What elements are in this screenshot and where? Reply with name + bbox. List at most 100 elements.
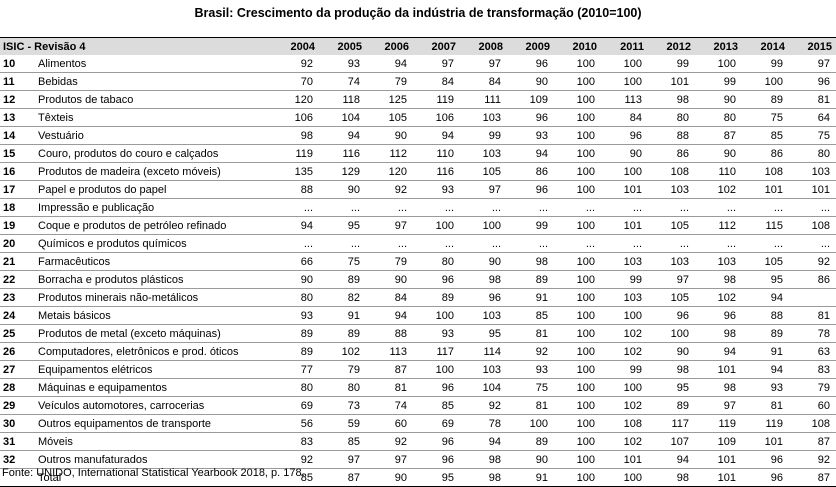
isic-code: 27 bbox=[3, 363, 16, 376]
value-cell: ... bbox=[444, 201, 455, 214]
value-cell: 100 bbox=[576, 57, 596, 70]
value-cell: 85 bbox=[535, 309, 549, 322]
value-cell: 98 bbox=[676, 93, 690, 106]
year-header: 2012 bbox=[666, 40, 692, 53]
industry-name: Químicos e produtos químicos bbox=[38, 237, 187, 250]
value-cell: 86 bbox=[676, 147, 690, 160]
year-header: 2004 bbox=[290, 40, 316, 53]
value-cell: 100 bbox=[435, 219, 455, 232]
value-cell: 114 bbox=[483, 345, 502, 358]
value-cell: 93 bbox=[300, 309, 314, 322]
value-cell: 100 bbox=[576, 363, 596, 376]
value-cell: 96 bbox=[770, 471, 784, 484]
value-cell: 92 bbox=[817, 255, 831, 268]
value-cell: 97 bbox=[488, 183, 502, 196]
value-cell: 60 bbox=[394, 417, 408, 430]
value-cell: 100 bbox=[576, 93, 596, 106]
value-cell: 88 bbox=[676, 129, 690, 142]
value-cell: 95 bbox=[441, 471, 455, 484]
value-cell: 78 bbox=[488, 417, 502, 430]
isic-code: 29 bbox=[3, 399, 16, 412]
table-row: 25 Produtos de metal (exceto máquinas) 89 8… bbox=[0, 324, 836, 343]
value-cell: 85 bbox=[770, 129, 784, 142]
value-cell: 91 bbox=[535, 471, 549, 484]
value-cell: 87 bbox=[817, 435, 831, 448]
value-cell: 84 bbox=[394, 291, 408, 304]
value-cell: 100 bbox=[623, 381, 643, 394]
value-cell: 98 bbox=[535, 255, 549, 268]
value-cell: 69 bbox=[300, 399, 314, 412]
value-cell: 86 bbox=[535, 165, 549, 178]
industry-name: Produtos minerais não-metálicos bbox=[38, 291, 199, 304]
value-cell: 96 bbox=[676, 309, 690, 322]
isic-code: 31 bbox=[3, 435, 16, 448]
value-cell: 81 bbox=[535, 327, 549, 340]
value-cell: 63 bbox=[817, 345, 831, 358]
value-cell: 100 bbox=[576, 111, 596, 124]
value-cell: 96 bbox=[441, 273, 455, 286]
value-cell: 96 bbox=[535, 183, 549, 196]
value-cell: 97 bbox=[817, 57, 831, 70]
value-cell: 100 bbox=[670, 327, 690, 340]
value-cell: 119 bbox=[765, 417, 784, 430]
value-cell: 93 bbox=[441, 183, 455, 196]
value-cell: 100 bbox=[576, 75, 596, 88]
value-cell: 117 bbox=[436, 345, 455, 358]
value-cell: 105 bbox=[764, 255, 784, 268]
isic-code: 20 bbox=[3, 237, 16, 250]
value-cell: 119 bbox=[295, 147, 314, 160]
value-cell: 101 bbox=[811, 183, 831, 196]
value-cell: 117 bbox=[671, 417, 690, 430]
industry-name: Farmacêuticos bbox=[38, 255, 111, 268]
industry-name: Máquinas e equipamentos bbox=[38, 381, 168, 394]
value-cell: ... bbox=[773, 201, 784, 214]
table-row: 27 Equipamentos elétricos 77 79 87 100 103 93 10… bbox=[0, 360, 836, 379]
value-cell: 135 bbox=[294, 165, 314, 178]
value-cell: 108 bbox=[670, 165, 690, 178]
value-cell: 118 bbox=[342, 93, 361, 106]
isic-code: 25 bbox=[3, 327, 16, 340]
value-cell: 100 bbox=[529, 417, 549, 430]
value-cell: 103 bbox=[482, 309, 502, 322]
value-cell bbox=[789, 289, 836, 307]
value-cell: 93 bbox=[347, 57, 361, 70]
value-cell: 100 bbox=[623, 471, 643, 484]
value-cell: 100 bbox=[482, 219, 502, 232]
value-cell: 90 bbox=[394, 273, 408, 286]
value-cell: 94 bbox=[535, 147, 549, 160]
value-cell: 92 bbox=[300, 57, 314, 70]
value-cell: 87 bbox=[817, 471, 831, 484]
value-cell: 101 bbox=[670, 75, 690, 88]
value-cell: 116 bbox=[342, 147, 361, 160]
value-cell: 100 bbox=[576, 399, 596, 412]
value-cell: 85 bbox=[347, 435, 361, 448]
value-cell: 125 bbox=[388, 93, 408, 106]
value-cell: 79 bbox=[347, 363, 361, 376]
value-cell: ... bbox=[726, 201, 737, 214]
table-row: 16 Produtos de madeira (exceto móveis) 135… bbox=[0, 162, 836, 181]
value-cell: 79 bbox=[817, 381, 831, 394]
value-cell: ... bbox=[820, 237, 831, 250]
value-cell: 89 bbox=[441, 291, 455, 304]
value-cell: 101 bbox=[717, 363, 737, 376]
value-cell: 100 bbox=[764, 75, 784, 88]
value-cell: 93 bbox=[770, 381, 784, 394]
value-cell: 102 bbox=[341, 345, 361, 358]
value-cell: 81 bbox=[770, 399, 784, 412]
value-cell: 75 bbox=[817, 129, 831, 142]
value-cell: 80 bbox=[441, 255, 455, 268]
value-cell: 96 bbox=[770, 453, 784, 466]
value-cell: 69 bbox=[441, 417, 455, 430]
table-row: 10 Alimentos 92 93 94 97 97 96 100 100 99 100 99 97 bbox=[0, 55, 836, 73]
table-row: 29 Veículos automotores, carrocerias 69 73 7… bbox=[0, 396, 836, 415]
table-row: 22 Borracha e produtos plásticos 90 89 90 96 9… bbox=[0, 270, 836, 289]
value-cell: 100 bbox=[435, 309, 455, 322]
table-row: 13 Têxteis 106 104 105 106 103 96 100 84 80 80 75 64 bbox=[0, 108, 836, 127]
isic-code: 30 bbox=[3, 417, 16, 430]
value-cell: 89 bbox=[347, 327, 361, 340]
value-cell: 101 bbox=[623, 219, 643, 232]
value-cell: 94 bbox=[770, 291, 784, 304]
value-cell: 75 bbox=[347, 255, 361, 268]
value-cell: 103 bbox=[623, 291, 643, 304]
value-cell: 92 bbox=[488, 399, 502, 412]
